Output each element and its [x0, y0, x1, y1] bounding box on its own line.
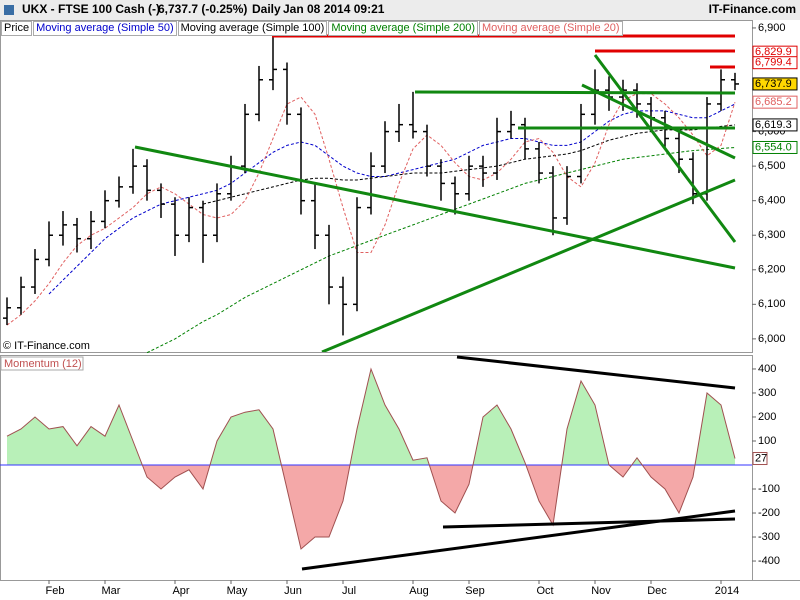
y-tick-label: 6,400 — [758, 195, 786, 207]
legend: Price Moving average (Simple 50) Moving … — [1, 21, 623, 36]
x-tick-label: 2014 — [715, 585, 739, 597]
legend-item[interactable]: Moving average (Simple 200) — [328, 21, 479, 36]
y-tick-label: -200 — [758, 507, 780, 519]
x-tick-label: Dec — [647, 585, 667, 597]
legend-item[interactable]: Moving average (Simple 50) — [33, 21, 177, 36]
chart-title: UKX - FTSE 100 Cash (-) — [22, 2, 160, 16]
value-tag-label: 27 — [755, 452, 767, 464]
y-tick-label: 100 — [758, 435, 776, 447]
x-tick-label: Sep — [465, 585, 485, 597]
price-tag-label: 6,829.9 — [755, 46, 792, 58]
momentum-area-positive — [7, 369, 735, 465]
price-tag-label: 6,799.4 — [755, 57, 792, 69]
y-tick-label: -300 — [758, 531, 780, 543]
trendline — [442, 517, 736, 529]
momentum-line — [6, 367, 736, 550]
y-tick-label: 6,500 — [758, 160, 786, 172]
moving-average — [6, 93, 736, 326]
trendline — [321, 178, 736, 352]
indicator-label: Momentum (12) — [4, 358, 82, 370]
y-tick-label: 400 — [758, 363, 776, 375]
price-tag-label: 6,737.9 — [755, 78, 792, 90]
y-tick-label: 6,900 — [758, 22, 786, 34]
y-tick-label: 300 — [758, 387, 776, 399]
moving-average — [202, 124, 736, 205]
y-tick-label: 6,000 — [758, 333, 786, 345]
trendlines — [134, 34, 737, 352]
x-tick-label: Jul — [342, 585, 356, 597]
y-tick-label: -100 — [758, 483, 780, 495]
value-tag — [752, 452, 768, 466]
price-panel — [0, 20, 753, 353]
x-tick-label: Aug — [409, 585, 429, 597]
icon — [4, 5, 14, 15]
price-tag — [752, 140, 798, 154]
last-price: 6,737.7 (-0.25%) — [158, 2, 247, 16]
x-tick-label: Feb — [46, 585, 65, 597]
trendline — [593, 54, 737, 243]
price-tag-label: 6,685.2 — [755, 96, 792, 108]
legend-item[interactable]: Moving average (Simple 20) — [479, 21, 623, 36]
y-tick-label: 200 — [758, 411, 776, 423]
y-tick-label: 6,200 — [758, 264, 786, 276]
marks — [0, 34, 752, 550]
legend-item[interactable]: Moving average (Simple 100) — [177, 21, 328, 36]
interval: Daily — [252, 2, 281, 16]
trendline — [581, 83, 736, 160]
price-tag — [752, 56, 798, 70]
price-tag — [752, 95, 798, 109]
header-bar — [0, 0, 800, 20]
y-tick-label: 6,300 — [758, 229, 786, 241]
trendline — [134, 145, 736, 270]
indicator-label-box — [0, 356, 84, 371]
trendline — [414, 90, 736, 95]
timestamp: Jan 08 2014 09:21 — [283, 2, 385, 16]
price-tag — [752, 118, 798, 132]
x-tick-label: Jun — [284, 585, 302, 597]
momentum-trendlines — [301, 355, 736, 571]
y-tick-label: -400 — [758, 555, 780, 567]
price-tag-label: 6,619.3 — [755, 119, 792, 131]
x-tick-label: Oct — [536, 585, 553, 597]
legend-item[interactable]: Price — [1, 21, 33, 36]
x-tick-label: Apr — [172, 585, 189, 597]
x-tick-label: Nov — [591, 585, 611, 597]
watermark: © IT-Finance.com — [3, 340, 90, 352]
price-tag — [752, 77, 798, 91]
trendline — [456, 355, 736, 390]
momentum-area-negative — [7, 464, 735, 549]
source: IT-Finance.com — [709, 2, 796, 16]
moving-average — [146, 147, 736, 354]
y-tick-label: 6,100 — [758, 298, 786, 310]
price-tag-label: 6,554.0 — [755, 141, 792, 153]
x-tick-label: Mar — [102, 585, 121, 597]
x-tick-label: May — [227, 585, 248, 597]
